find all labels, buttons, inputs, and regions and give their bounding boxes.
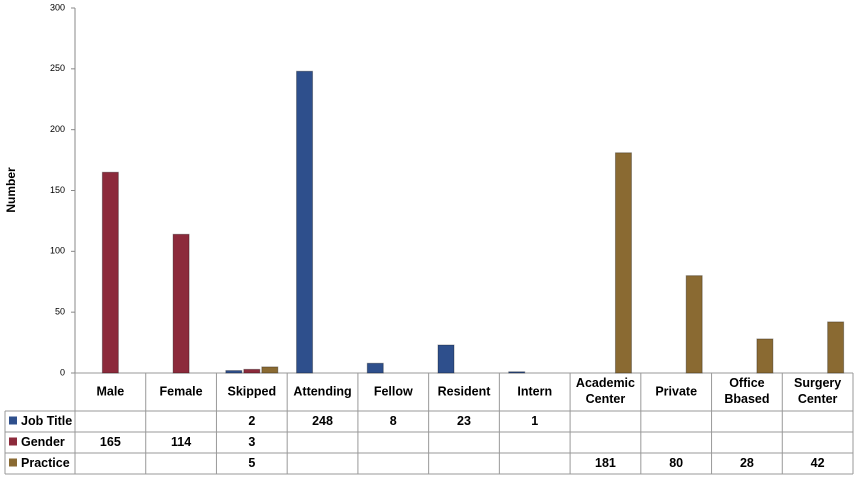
bar [172,233,190,374]
table-cell: 80 [669,456,683,470]
x-tick-label: Female [160,384,203,398]
y-tick-label: 150 [50,185,65,195]
table-cell: 3 [248,435,255,449]
y-tick-label: 300 [50,2,65,12]
table-cell: 165 [100,435,121,449]
bar [101,171,119,374]
x-tick-label: Skipped [228,384,277,398]
bar [261,366,279,374]
bar [685,275,703,374]
table-cell: 1 [531,414,538,428]
table-cell: 181 [595,456,616,470]
y-tick-label: 100 [50,246,65,256]
table-cell: 5 [248,456,255,470]
y-axis-label: Number [4,167,18,213]
x-tick-label: Male [96,384,124,398]
x-tick-label: Surgery Center [794,376,841,406]
x-tick-label: Intern [517,384,552,398]
y-tick-label: 0 [60,367,65,377]
legend-swatch [9,458,17,467]
x-tick-label: Academic Center [576,376,635,406]
table-cell: 42 [811,456,825,470]
bar [296,70,314,374]
x-tick-label: Resident [438,384,492,398]
table-cell: 28 [740,456,754,470]
bar [508,371,526,374]
legend-label: Practice [21,456,70,470]
x-tick-label: Attending [293,384,351,398]
table-cell: 2 [248,414,255,428]
x-tick-label: Private [655,384,697,398]
table-cell: 8 [390,414,397,428]
table-cell: 23 [457,414,471,428]
legend-label: Job Title [21,414,72,428]
x-tick-label: Office Bbased [724,376,769,406]
bar [437,344,455,374]
y-tick-label: 50 [55,307,65,317]
bar [225,370,243,374]
bar [827,321,845,374]
bar [243,368,261,374]
x-tick-label: Fellow [374,384,413,398]
legend-swatch [9,416,17,425]
bar [756,338,774,374]
table-cell: 248 [312,414,333,428]
table-cell: 114 [171,435,191,449]
legend-label: Gender [21,435,65,449]
y-tick-label: 200 [50,124,65,134]
legend-swatch [9,437,17,446]
bar [366,362,384,374]
bar [614,152,632,374]
y-tick-label: 250 [50,63,65,73]
